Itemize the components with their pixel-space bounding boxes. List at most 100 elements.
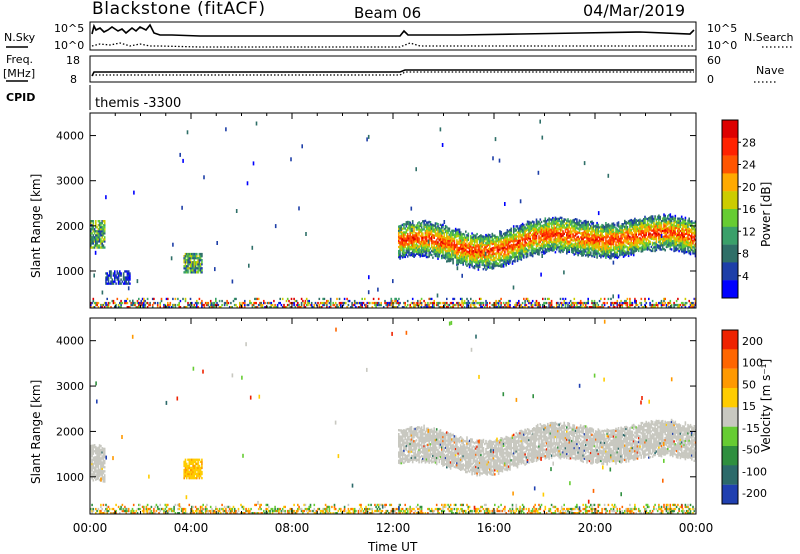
data-cell — [250, 301, 252, 305]
data-cell — [548, 235, 550, 238]
data-cell — [326, 306, 328, 309]
data-cell — [641, 219, 644, 222]
data-cell — [185, 267, 188, 270]
data-cell — [562, 240, 564, 243]
data-cell — [92, 473, 95, 476]
data-cell — [408, 251, 410, 254]
data-cell — [674, 218, 677, 222]
data-cell — [206, 301, 208, 305]
data-cell — [655, 232, 658, 235]
data-cell — [302, 299, 304, 303]
data-cell — [494, 242, 496, 245]
data-cell — [95, 460, 97, 463]
data-cell — [663, 231, 665, 234]
data-cell — [678, 219, 680, 222]
data-cell — [631, 301, 634, 305]
data-cell — [613, 240, 616, 243]
data-cell — [434, 242, 437, 245]
data-cell — [403, 306, 405, 309]
data-cell — [418, 229, 420, 232]
data-cell — [90, 234, 92, 237]
data-cell — [673, 227, 675, 230]
data-cell — [438, 253, 441, 256]
data-cell — [124, 299, 126, 303]
data-cell — [406, 251, 409, 254]
data-cell — [578, 227, 581, 230]
data-cell — [592, 244, 595, 247]
data-cell — [483, 246, 486, 249]
data-cell — [667, 245, 669, 248]
data-cell — [212, 306, 215, 309]
data-cell — [639, 220, 641, 223]
data-cell — [543, 242, 545, 245]
data-cell — [668, 236, 670, 239]
data-cell — [582, 233, 584, 237]
data-cell — [428, 220, 430, 224]
data-cell — [361, 303, 363, 307]
data-cell — [626, 252, 629, 255]
data-cell — [632, 235, 635, 238]
data-cell — [596, 236, 598, 239]
data-cell — [425, 249, 428, 253]
data-cell — [600, 306, 602, 309]
data-cell — [422, 250, 424, 253]
data-cell — [462, 245, 464, 248]
data-cell — [415, 226, 418, 229]
data-cell — [587, 245, 589, 248]
data-cell — [543, 219, 545, 223]
data-cell — [545, 301, 548, 305]
data-cell — [667, 227, 669, 230]
data-cell — [526, 222, 529, 225]
data-cell — [441, 254, 443, 258]
data-cell — [637, 249, 640, 253]
data-cell — [693, 303, 696, 307]
data-cell — [117, 276, 120, 279]
data-cell — [534, 231, 536, 235]
data-cell — [641, 237, 644, 241]
data-cell — [415, 234, 418, 237]
data-cell — [582, 227, 584, 230]
data-cell — [544, 239, 547, 242]
data-cell — [91, 446, 93, 449]
data-cell — [636, 238, 639, 241]
data-cell — [470, 243, 472, 246]
data-cell — [127, 272, 130, 275]
data-cell — [255, 121, 258, 126]
data-cell — [360, 301, 362, 305]
data-cell — [523, 232, 525, 235]
data-cell — [471, 240, 473, 243]
data-cell — [583, 234, 586, 237]
data-cell — [446, 235, 448, 239]
data-cell — [403, 249, 405, 252]
data-cell — [577, 301, 579, 305]
data-cell — [100, 238, 102, 241]
data-cell — [547, 224, 549, 228]
data-cell — [646, 230, 649, 233]
data-cell — [577, 243, 579, 247]
data-cell — [414, 250, 417, 253]
data-cell — [596, 232, 598, 235]
data-cell — [621, 253, 624, 256]
data-cell — [583, 240, 586, 243]
data-cell — [692, 250, 694, 253]
data-cell — [685, 228, 688, 231]
data-cell — [605, 246, 607, 249]
data-cell — [444, 241, 447, 244]
data-cell — [558, 231, 560, 235]
data-cell — [476, 255, 478, 258]
data-cell — [660, 306, 663, 309]
data-cell — [559, 245, 562, 248]
data-cell — [519, 227, 521, 230]
data-cell — [443, 248, 446, 251]
data-cell — [489, 264, 491, 267]
data-cell — [449, 235, 452, 238]
data-cell — [629, 244, 631, 247]
data-cell — [543, 228, 545, 231]
data-cell — [544, 233, 547, 236]
data-cell — [481, 306, 483, 309]
data-cell — [673, 219, 675, 222]
data-cell — [193, 267, 196, 270]
data-cell — [116, 272, 119, 275]
data-cell — [515, 306, 518, 309]
data-cell — [559, 226, 562, 229]
